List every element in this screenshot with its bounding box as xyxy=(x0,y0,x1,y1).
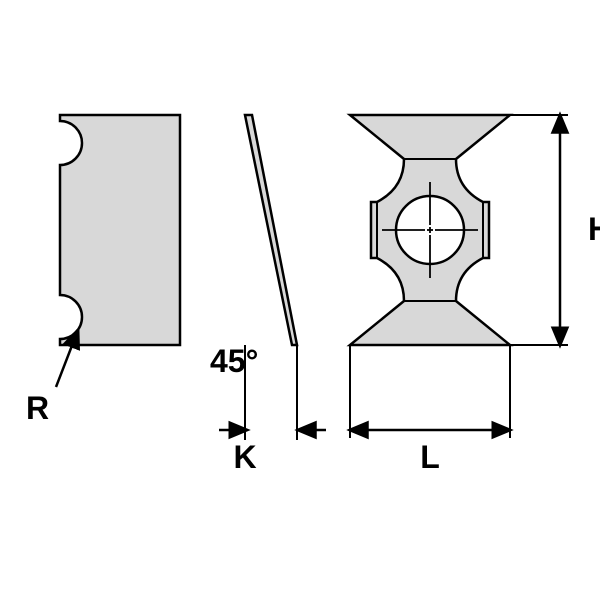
label-k: K xyxy=(233,439,256,475)
label-r: R xyxy=(26,390,49,426)
label-angle: 45° xyxy=(210,343,258,379)
label-h: H xyxy=(588,211,600,247)
wedge-side-view xyxy=(245,115,297,345)
label-l: L xyxy=(420,439,440,475)
left-profile-view xyxy=(60,115,180,345)
